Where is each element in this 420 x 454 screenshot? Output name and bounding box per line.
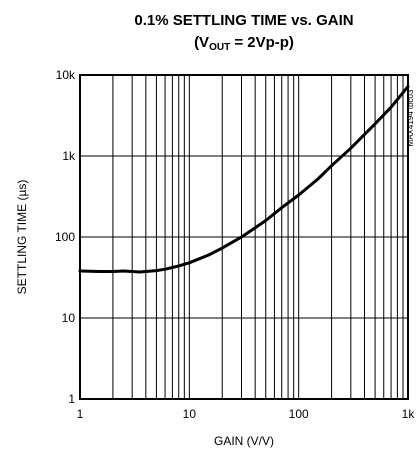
settling-time-curve — [78, 85, 410, 274]
plot-frame — [79, 74, 409, 400]
subtitle-subscript: OUT — [209, 42, 230, 53]
x-tick-label: 1k — [402, 407, 416, 421]
tick-labels: 1 10 100 1k 1 10 100 1k 10k — [55, 68, 415, 421]
grid-lines — [79, 74, 408, 400]
y-tick-label: 1 — [68, 392, 75, 406]
x-axis-label: GAIN (V/V) — [214, 434, 274, 448]
chart-title: 0.1% SETTLING TIME vs. GAIN — [134, 12, 353, 29]
subtitle-suffix: = 2Vp-p) — [230, 34, 294, 51]
x-tick-label: 10 — [183, 407, 197, 421]
y-tick-label: 1k — [62, 149, 76, 163]
y-axis-label: SETTLING TIME (µs) — [15, 180, 29, 295]
chart-subtitle: (VOUT = 2Vp-p) — [194, 34, 294, 53]
y-tick-label: 10k — [56, 68, 76, 82]
subtitle-prefix: (V — [194, 34, 209, 51]
y-tick-label: 100 — [55, 230, 75, 244]
y-tick-label: 10 — [62, 311, 76, 325]
x-tick-label: 1 — [77, 407, 84, 421]
x-tick-label: 100 — [289, 407, 309, 421]
figure-code: MAX4194 toc03 — [406, 89, 415, 146]
